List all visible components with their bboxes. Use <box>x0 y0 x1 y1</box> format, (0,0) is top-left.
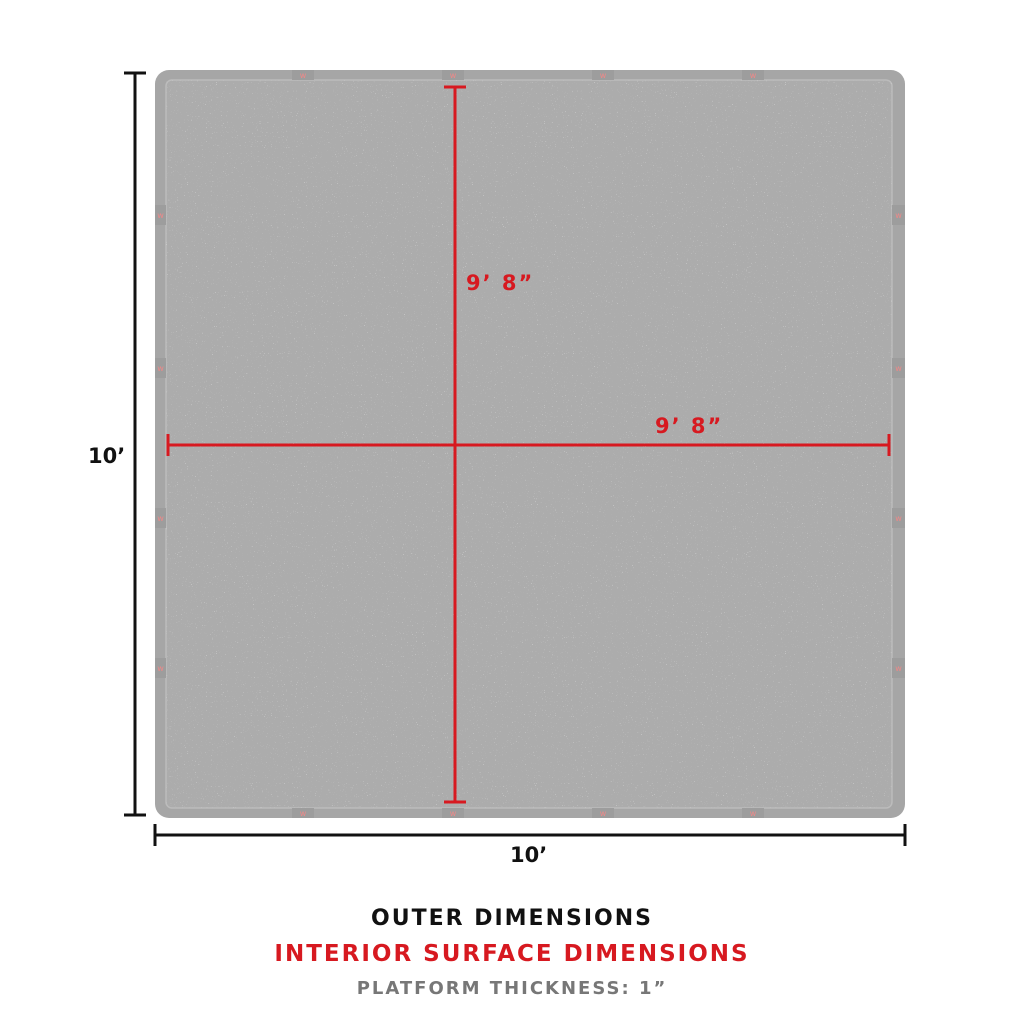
logo-icon: w <box>600 809 607 818</box>
logo-icon: w <box>300 71 307 80</box>
connector-tab <box>892 358 905 378</box>
logo-icon: w <box>600 71 607 80</box>
interior-dimension-lines <box>166 85 891 804</box>
logo-icon: w <box>895 211 902 220</box>
connector-tab <box>292 70 314 80</box>
interior-height-label: 9’ 8” <box>466 271 534 295</box>
legend-platform-thickness: PLATFORM THICKNESS: 1” <box>356 978 668 999</box>
logo-icon: w <box>450 71 457 80</box>
logo-icon: w <box>750 71 757 80</box>
logo-icon: w <box>895 364 902 373</box>
logo-icon: w <box>157 211 164 220</box>
logo-icon: w <box>895 664 902 673</box>
connector-tab <box>892 658 905 678</box>
connector-tab <box>442 70 464 80</box>
legend-outer-dimensions: OUTER DIMENSIONS <box>371 906 653 931</box>
connector-tab <box>592 70 614 80</box>
connector-tab <box>892 508 905 528</box>
connector-tab <box>292 808 314 818</box>
connector-tab <box>155 508 166 528</box>
connector-tab <box>742 808 764 818</box>
outer-dimension-lines <box>124 71 907 846</box>
logo-icon: w <box>300 809 307 818</box>
interior-width-label: 9’ 8” <box>655 414 723 438</box>
connector-tabs: w w w w w w w w w w w w w w w w <box>155 70 905 818</box>
connector-tab <box>442 808 464 818</box>
connector-tab <box>592 808 614 818</box>
outer-height-label: 10’ <box>88 444 125 468</box>
connector-tab <box>892 205 905 225</box>
logo-icon: w <box>157 364 164 373</box>
connector-tab <box>155 205 166 225</box>
legend-interior-dimensions: INTERIOR SURFACE DIMENSIONS <box>274 941 750 967</box>
logo-icon: w <box>157 664 164 673</box>
logo-icon: w <box>157 514 164 523</box>
connector-tab <box>155 358 166 378</box>
logo-icon: w <box>450 809 457 818</box>
connector-tab <box>742 70 764 80</box>
logo-icon: w <box>750 809 757 818</box>
outer-width-label: 10’ <box>510 843 547 867</box>
logo-icon: w <box>895 514 902 523</box>
connector-tab <box>155 658 166 678</box>
